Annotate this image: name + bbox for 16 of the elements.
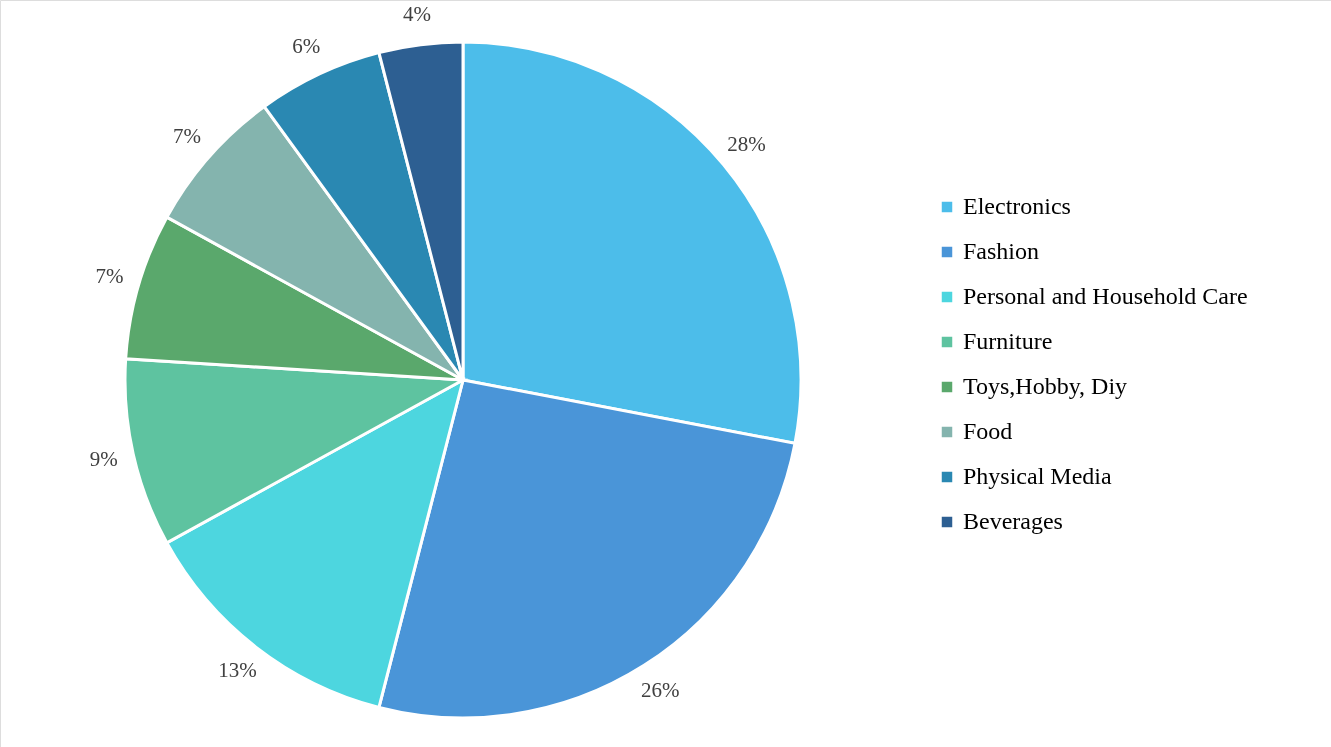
data-label: 9% <box>89 447 118 472</box>
data-label: 26% <box>640 677 680 702</box>
legend-label: Electronics <box>963 193 1071 219</box>
legend-label: Furniture <box>963 328 1053 354</box>
data-label: 4% <box>402 1 431 26</box>
legend-label: Beverages <box>963 508 1063 534</box>
data-label: 28% <box>727 132 766 157</box>
legend-label: Personal and Household Care <box>963 283 1248 309</box>
legend-label: Food <box>963 418 1013 444</box>
data-label: 7% <box>95 264 124 289</box>
legend-label: Physical Media <box>963 463 1112 489</box>
data-label: 13% <box>218 657 257 682</box>
data-label: 7% <box>172 123 201 148</box>
legend-label: Fashion <box>963 238 1040 264</box>
legend-label: Toys,Hobby, Diy <box>963 373 1128 399</box>
data-label: 6% <box>292 34 321 59</box>
